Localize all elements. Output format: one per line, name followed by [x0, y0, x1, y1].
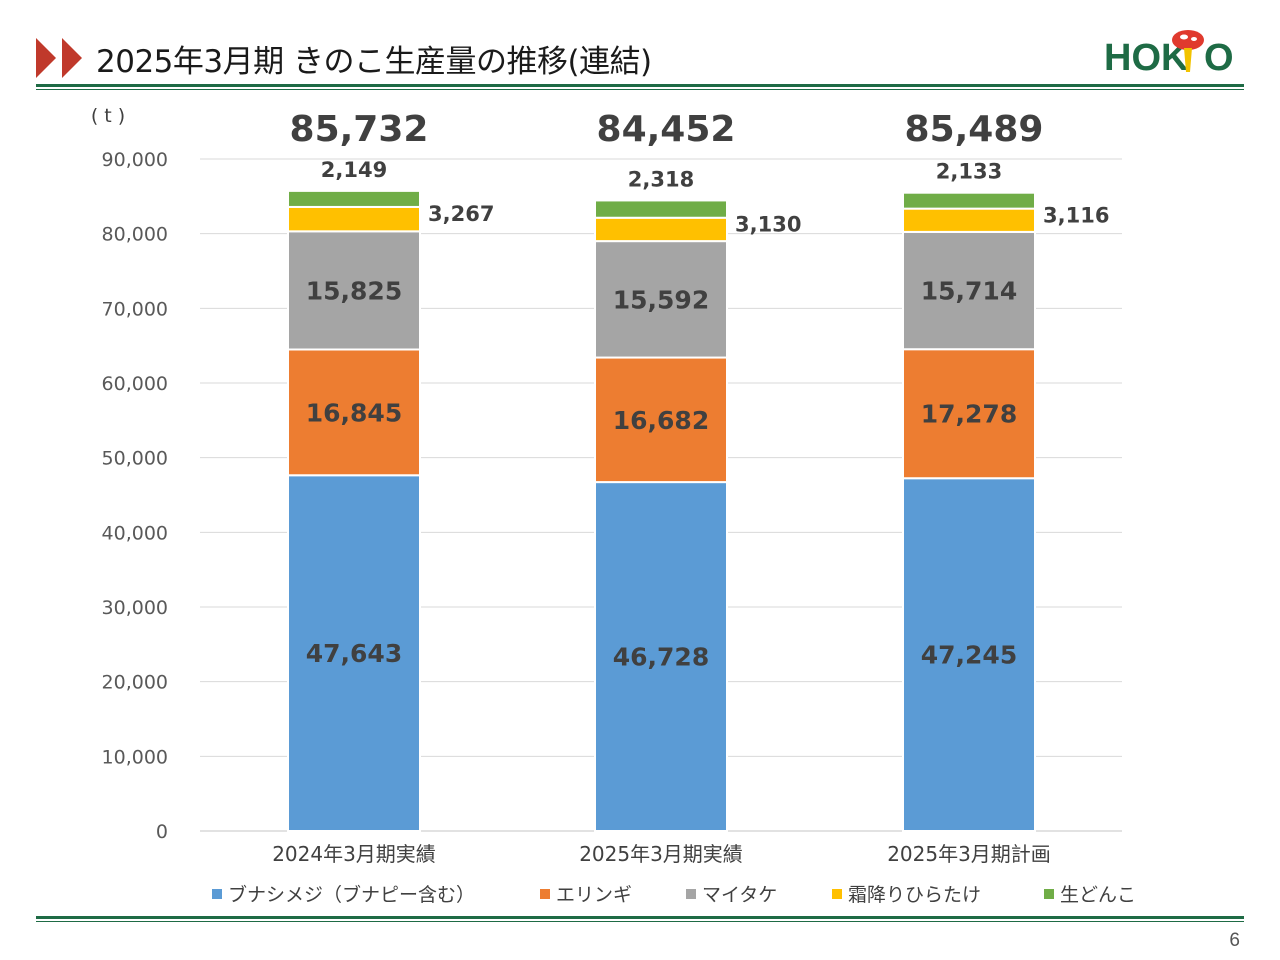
legend-label: 生どんこ — [1060, 884, 1137, 906]
y-axis-unit-label: ( t ) — [91, 105, 125, 127]
legend-label: 霜降りひらたけ — [848, 884, 982, 906]
x-tick-label: 2025年3月期実績 — [579, 842, 743, 866]
y-tick-label: 20,000 — [102, 672, 168, 694]
legend-label: マイタケ — [702, 884, 778, 906]
chart-legend: ブナシメジ（ブナピー含む） エリンギ マイタケ 霜降りひらたけ 生どんこ — [0, 880, 1280, 910]
data-label: 46,728 — [613, 643, 709, 672]
hokto-logo: HOK O — [1104, 30, 1234, 78]
bar-segment — [287, 230, 421, 351]
data-label: 16,682 — [613, 406, 709, 435]
slide-header: 2025年3月期 きのこ生産量の推移(連結) HOK O — [0, 0, 1280, 95]
bar-segment — [902, 230, 1036, 351]
x-tick-label: 2024年3月期実績 — [272, 842, 436, 866]
legend-item-shimofuri: 霜降りひらたけ — [832, 880, 981, 907]
total-label: 84,452 — [597, 109, 736, 150]
bar-segment — [287, 348, 421, 477]
data-labels: 47,643 16,845 15,825 3,267 2,149 85,732 46,728… — [290, 109, 1110, 672]
double-arrow-icon — [36, 38, 82, 78]
legend-item-bunashimeji: ブナシメジ（ブナピー含む） — [212, 880, 475, 907]
bar-segment — [594, 481, 728, 832]
y-tick-label: 0 — [156, 821, 168, 843]
x-tick-labels: 2024年3月期実績 2025年3月期実績 2025年3月期計画 — [272, 842, 1051, 866]
legend-swatch — [832, 888, 842, 899]
data-label: 3,116 — [1043, 203, 1109, 227]
legend-swatch — [212, 888, 222, 899]
stacked-bar-chart: ( t ) 0 10,000 20,000 30,000 40,000 50,000 60,… — [91, 105, 1122, 866]
bar-segment — [902, 477, 1036, 832]
legend-item-eringi: エリンギ — [540, 880, 632, 907]
header-rule — [36, 84, 1244, 90]
bar-segment — [594, 199, 728, 219]
y-tick-label: 10,000 — [102, 746, 168, 768]
bars — [287, 189, 1036, 832]
y-tick-label: 90,000 — [102, 149, 168, 171]
y-tick-label: 80,000 — [102, 224, 168, 246]
page-title: 2025年3月期 きのこ生産量の推移(連結) — [96, 44, 652, 80]
bar-segment — [287, 205, 421, 233]
legend-label: エリンギ — [556, 884, 633, 906]
svg-text:O: O — [1204, 37, 1234, 78]
legend-label: ブナシメジ（ブナピー含む） — [228, 884, 476, 906]
data-label: 2,149 — [321, 158, 387, 182]
total-label: 85,732 — [290, 109, 429, 150]
bar-segment — [287, 189, 421, 208]
y-tick-labels: 0 10,000 20,000 30,000 40,000 50,000 60,000 70,… — [102, 149, 168, 843]
data-label: 3,130 — [735, 212, 801, 236]
legend-item-maitake: マイタケ — [686, 880, 777, 907]
y-tick-label: 30,000 — [102, 597, 168, 619]
data-label: 47,245 — [921, 641, 1017, 670]
bar-segment — [902, 191, 1036, 210]
data-label: 15,714 — [921, 277, 1017, 306]
data-label: 2,133 — [936, 160, 1002, 184]
bar-segment — [594, 216, 728, 243]
legend-swatch — [1044, 888, 1054, 899]
data-label: 3,267 — [428, 202, 494, 226]
footer-rule — [36, 916, 1244, 922]
y-tick-label: 60,000 — [102, 373, 168, 395]
x-tick-label: 2025年3月期計画 — [887, 842, 1051, 866]
data-label: 2,318 — [628, 167, 694, 191]
total-label: 85,489 — [905, 109, 1044, 150]
y-tick-label: 40,000 — [102, 522, 168, 544]
data-label: 17,278 — [921, 400, 1017, 429]
data-label: 16,845 — [306, 398, 402, 427]
data-label: 15,825 — [306, 276, 402, 305]
legend-swatch — [540, 888, 550, 899]
data-label: 15,592 — [613, 285, 709, 314]
y-tick-label: 50,000 — [102, 448, 168, 470]
bar-segment — [594, 356, 728, 484]
bar-segment — [902, 348, 1036, 480]
bar-segment — [287, 474, 421, 832]
page-number: 6 — [1229, 930, 1240, 951]
legend-swatch — [686, 888, 696, 899]
y-tick-label: 70,000 — [102, 298, 168, 320]
bar-segment — [902, 207, 1036, 233]
legend-item-namadonko: 生どんこ — [1044, 880, 1136, 907]
data-label: 47,643 — [306, 639, 402, 668]
